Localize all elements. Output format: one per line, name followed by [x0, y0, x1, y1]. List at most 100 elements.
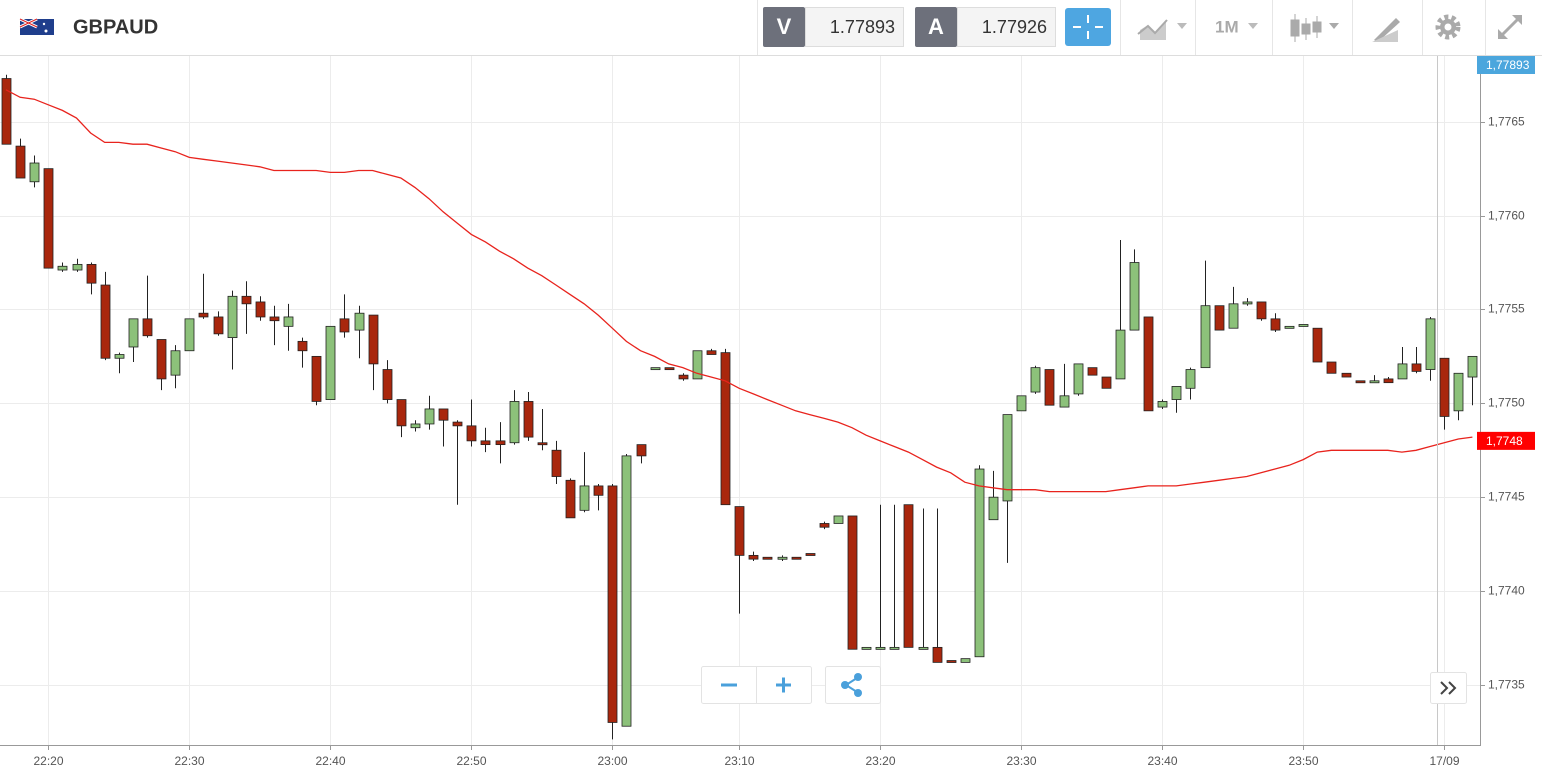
candle-body [762, 556, 773, 560]
candle-body [1355, 380, 1366, 384]
candle-body [607, 485, 618, 723]
candle-body [1, 78, 12, 145]
candle-body [86, 263, 97, 284]
candle-body [678, 374, 689, 380]
y-tick-label: 1,7755 [1488, 302, 1525, 316]
candle-body [170, 350, 181, 376]
candle-body [1002, 414, 1013, 502]
candle-body [523, 401, 534, 438]
candle-body [368, 314, 379, 365]
candle-body [918, 646, 929, 650]
x-tick-label: 23:20 [865, 754, 895, 768]
ask-box [957, 7, 1056, 47]
candle-body [29, 162, 40, 183]
price-tag-label: 1,7748 [1486, 434, 1523, 448]
candle-body [1185, 369, 1196, 389]
candle-body [1157, 401, 1168, 408]
candle-body [241, 295, 252, 305]
ask-value: 1.77926 [982, 17, 1047, 37]
candle-body [1284, 325, 1295, 329]
candle-body [861, 646, 872, 650]
candle-body [410, 423, 421, 429]
candle-body [636, 444, 647, 457]
candle-body [1087, 367, 1098, 376]
candle-body [1326, 361, 1337, 374]
moving-average [5, 89, 1473, 493]
y-tick-label: 1,7750 [1488, 396, 1525, 410]
candle-body [805, 553, 816, 556]
candle-body [227, 295, 238, 339]
candle-body [720, 352, 731, 506]
candle-body [509, 401, 520, 444]
candle-body [142, 318, 153, 337]
candle-body [1171, 386, 1182, 400]
candle-body [1467, 355, 1478, 378]
settings-button[interactable] [1435, 14, 1461, 40]
candle-body [1242, 301, 1253, 305]
candle-body [1453, 372, 1464, 412]
candle-body [1073, 363, 1084, 395]
candle-body [1411, 363, 1422, 372]
x-tick-label: 23:50 [1288, 754, 1318, 768]
candle-style-button[interactable] [1290, 14, 1339, 42]
draw-button[interactable] [1372, 18, 1400, 42]
candle-body [1439, 357, 1450, 417]
x-tick-label: 23:30 [1006, 754, 1036, 768]
candle-body [156, 339, 167, 380]
share-button[interactable] [825, 666, 881, 704]
zoom-in-button[interactable] [776, 677, 791, 693]
dropdown-arrow [1248, 23, 1258, 29]
symbol: GBPAUD [73, 16, 158, 38]
candle-body [1298, 324, 1309, 327]
x-tick-label: 23:10 [724, 754, 754, 768]
candle-body [1383, 378, 1394, 384]
candle-body [1214, 305, 1225, 331]
candle-body [579, 485, 590, 511]
candle-body [495, 440, 506, 446]
x-tick-label: 22:30 [174, 754, 204, 768]
flag-icon [19, 17, 54, 35]
candle-body [100, 284, 111, 359]
candle-body [932, 646, 943, 663]
candle-body [1200, 305, 1211, 369]
chart-type-button[interactable] [1137, 19, 1187, 40]
bid-label: V [777, 14, 792, 39]
candle-body [1270, 318, 1281, 331]
timeframe[interactable]: 1M [1215, 17, 1239, 36]
candle-body [1369, 380, 1380, 384]
bid-label-box [763, 7, 805, 47]
candle-body [1059, 395, 1070, 408]
candle-body [466, 425, 477, 442]
candle-body [903, 504, 914, 648]
candle-body [833, 515, 844, 524]
candle-body [1044, 369, 1055, 406]
candle-body [43, 168, 54, 269]
x-tick-label: 22:20 [33, 754, 63, 768]
candle-body [1016, 395, 1027, 412]
candle-body [1129, 262, 1140, 331]
candle-body [1143, 316, 1154, 412]
x-tick-label: 22:40 [315, 754, 345, 768]
candle-body [889, 646, 900, 650]
candle-body [297, 340, 308, 352]
scroll-right-button[interactable] [1430, 672, 1467, 704]
ask-label-box [915, 7, 957, 47]
candle-body [1256, 301, 1267, 320]
candle-body [1397, 363, 1408, 380]
x-tick-label: 22:50 [456, 754, 486, 768]
candle-body [311, 355, 322, 402]
price-tag [1477, 431, 1535, 450]
fullscreen-button[interactable] [1498, 15, 1522, 39]
candle-body [960, 658, 971, 663]
plot-area: 1,7735 1,7740 1,7745 1,7750 1,7755 1,7760 1,77… [0, 56, 1525, 768]
candle-body [255, 301, 266, 318]
price-tag-label: 1,77893 [1486, 58, 1530, 72]
y-tick-label: 1,7765 [1488, 115, 1525, 129]
candle-body [777, 556, 788, 560]
crosshair-button[interactable] [1065, 8, 1111, 46]
candle-body [692, 350, 703, 380]
bid-value: 1.77893 [830, 17, 895, 37]
candle-body [1341, 372, 1352, 378]
y-tick-label: 1,7740 [1488, 584, 1525, 598]
